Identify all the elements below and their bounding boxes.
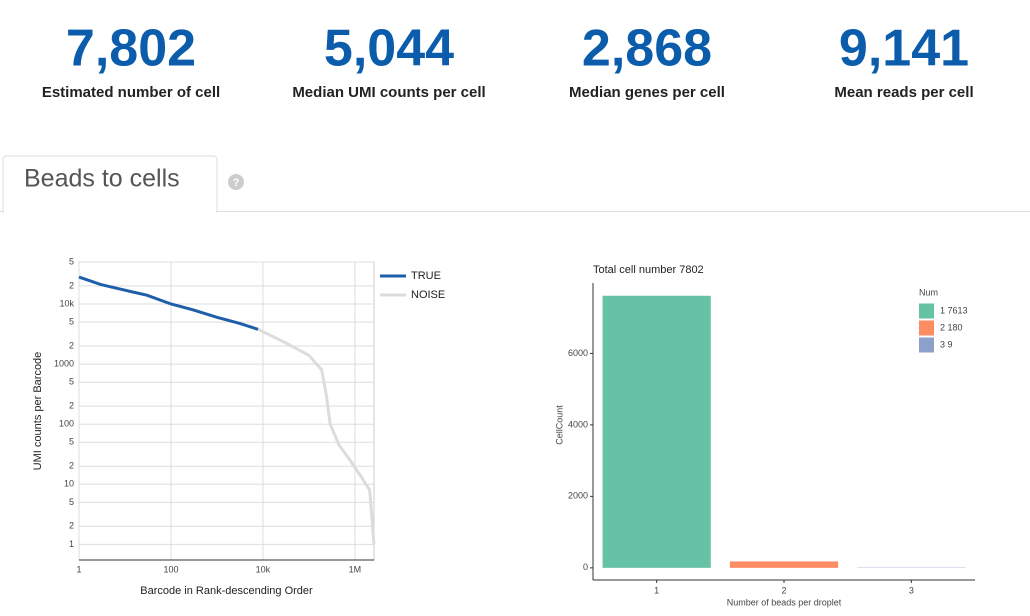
y-tick-label: 5 [69, 437, 74, 447]
y-tick-label: 0 [583, 562, 588, 572]
legend-label: TRUE [411, 270, 441, 282]
legend-swatch [919, 303, 934, 319]
y-axis-label: CellCount [554, 405, 564, 445]
bar [602, 295, 711, 568]
x-tick-label: 1M [349, 564, 362, 574]
y-tick-label: 4000 [568, 419, 588, 429]
line-series [78, 275, 259, 331]
tab[interactable] [2, 155, 218, 213]
x-axis-label: Barcode in Rank-descending Order [140, 585, 313, 597]
bar [729, 561, 839, 568]
y-tick-label: 10k [59, 298, 74, 308]
y-tick-label: 2000 [568, 491, 588, 501]
x-tick-label: 10k [256, 564, 271, 574]
legend-label: NOISE [411, 289, 445, 301]
x-tick-label: 3 [909, 585, 914, 595]
help-icon[interactable] [228, 174, 244, 190]
metric-value: 2,868 [582, 20, 712, 78]
tab-gap [4, 210, 216, 213]
y-tick-label: 1000 [54, 358, 74, 368]
y-tick-label: 2 [69, 340, 74, 350]
legend-swatch [919, 337, 934, 353]
x-tick-label: 1 [76, 564, 81, 574]
y-tick-label: 2 [69, 280, 74, 290]
x-tick-label: 2 [781, 585, 786, 595]
x-tick-label: 100 [163, 564, 178, 574]
legend-label: 3 9 [940, 339, 953, 349]
metric-label: Median genes per cell [569, 84, 725, 101]
y-tick-label: 6000 [568, 348, 588, 358]
help-glyph[interactable]: ? [233, 177, 240, 189]
metric-value: 9,141 [839, 20, 969, 78]
legend-label: 2 180 [940, 322, 963, 332]
y-tick-label: 2 [69, 521, 74, 531]
y-tick-label: 2 [69, 400, 74, 410]
metric-label: Estimated number of cell [42, 84, 220, 101]
legend-swatch [919, 320, 934, 336]
chart-title: Total cell number 7802 [593, 264, 704, 276]
y-tick-label: 5 [69, 256, 74, 266]
y-tick-label: 5 [69, 316, 74, 326]
metric-value: 7,802 [66, 20, 196, 78]
metric-label: Median UMI counts per cell [292, 84, 485, 101]
x-axis-label: Number of beads per droplet [727, 597, 842, 607]
plot-area [78, 261, 375, 561]
metric: 7,802 Estimated number of cell 5,044 Med… [42, 20, 974, 101]
y-tick-label: 5 [69, 497, 74, 507]
y-tick-label: 10 [64, 479, 74, 489]
y-tick-label: 2 [69, 461, 74, 471]
tab-title[interactable]: Beads to cells [24, 165, 180, 193]
y-tick-label: 1 [69, 539, 74, 549]
line-series [257, 327, 376, 545]
y-tick-label: 5 [69, 377, 74, 387]
x-tick-label: 1 [654, 585, 659, 595]
legend-label: 1 7613 [940, 305, 968, 315]
metric-value: 5,044 [324, 20, 454, 78]
y-axis-label: UMI counts per Barcode [32, 352, 44, 471]
metric-label: Mean reads per cell [834, 84, 973, 101]
legend-title: Num [919, 287, 938, 297]
y-tick-label: 100 [59, 419, 74, 429]
